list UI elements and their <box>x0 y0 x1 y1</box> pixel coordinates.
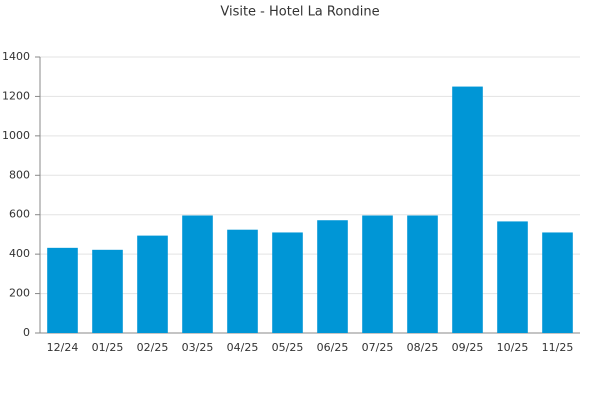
y-tick-label: 600 <box>9 208 30 221</box>
x-tick-label: 11/25 <box>542 341 574 354</box>
x-tick-label: 07/25 <box>362 341 394 354</box>
y-tick-label: 1000 <box>2 129 30 142</box>
bar <box>497 221 528 333</box>
y-tick-label: 1200 <box>2 89 30 102</box>
y-tick-label: 0 <box>23 326 30 339</box>
bar <box>407 215 438 333</box>
bar <box>362 215 393 333</box>
bar <box>47 247 78 333</box>
x-tick-label: 08/25 <box>407 341 439 354</box>
y-tick-label: 400 <box>9 247 30 260</box>
y-tick-label: 1400 <box>2 50 30 63</box>
x-tick-label: 04/25 <box>227 341 259 354</box>
x-tick-label: 09/25 <box>452 341 484 354</box>
x-tick-label: 05/25 <box>272 341 304 354</box>
y-tick-label: 200 <box>9 287 30 300</box>
bar <box>452 86 483 333</box>
x-tick-label: 12/24 <box>47 341 79 354</box>
bar <box>317 220 348 333</box>
y-tick-label: 800 <box>9 168 30 181</box>
bar <box>182 215 213 333</box>
x-tick-label: 02/25 <box>137 341 169 354</box>
bar <box>227 229 258 333</box>
bar <box>542 232 573 333</box>
x-tick-label: 06/25 <box>317 341 349 354</box>
x-tick-label: 01/25 <box>92 341 124 354</box>
x-tick-label: 03/25 <box>182 341 214 354</box>
bar <box>272 232 303 333</box>
chart-title: Visite - Hotel La Rondine <box>220 5 379 20</box>
x-tick-label: 10/25 <box>497 341 529 354</box>
bar <box>137 235 168 333</box>
bar <box>92 249 123 333</box>
